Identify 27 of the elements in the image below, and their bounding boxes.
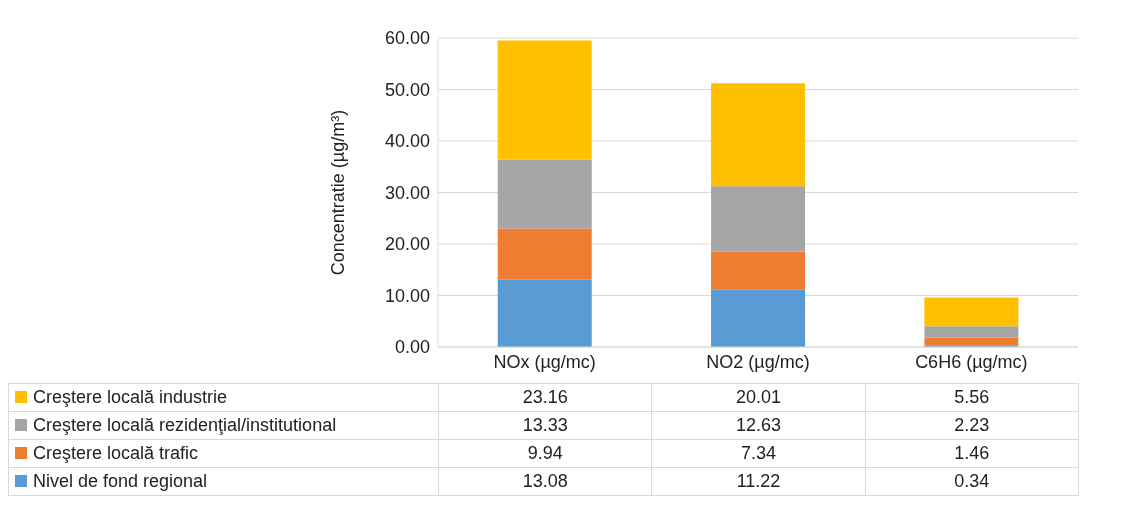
y-tick-label: 0.00 bbox=[394, 337, 430, 358]
data-label: 2.23 bbox=[865, 411, 1079, 440]
x-tick-label: C6H6 (µg/mc) bbox=[915, 351, 1028, 372]
data-label: 7.34 bbox=[651, 439, 866, 468]
data-label: 1.46 bbox=[865, 439, 1079, 468]
legend-label: Creştere locală trafic bbox=[33, 443, 199, 463]
data-label: 9.94 bbox=[438, 439, 652, 468]
y-tick-label: 50.00 bbox=[384, 79, 430, 100]
y-tick-label: 20.00 bbox=[384, 234, 430, 255]
y-axis-title: Concentratie (µg/m³) bbox=[328, 109, 349, 276]
legend-label: Creştere locală industrie bbox=[33, 387, 228, 407]
legend-label: Creştere locală rezidenţial/institutional bbox=[33, 415, 337, 435]
data-label: 5.56 bbox=[865, 383, 1079, 412]
y-tick-label: 40.00 bbox=[384, 131, 430, 152]
data-label: 20.01 bbox=[651, 383, 866, 412]
data-label: 13.33 bbox=[438, 411, 652, 440]
y-tick-label: 60.00 bbox=[384, 28, 430, 49]
data-label: 11.22 bbox=[651, 467, 866, 496]
legend-label: Nivel de fond regional bbox=[33, 471, 208, 491]
data-label: 0.34 bbox=[865, 467, 1079, 496]
x-tick-label: NO2 (µg/mc) bbox=[706, 351, 810, 372]
y-tick-label: 10.00 bbox=[384, 285, 430, 306]
y-tick-label: 30.00 bbox=[384, 182, 430, 203]
data-label: 13.08 bbox=[438, 467, 652, 496]
data-label: 12.63 bbox=[651, 411, 866, 440]
x-tick-label: NOx (µg/mc) bbox=[493, 351, 596, 372]
data-label: 23.16 bbox=[438, 383, 652, 412]
